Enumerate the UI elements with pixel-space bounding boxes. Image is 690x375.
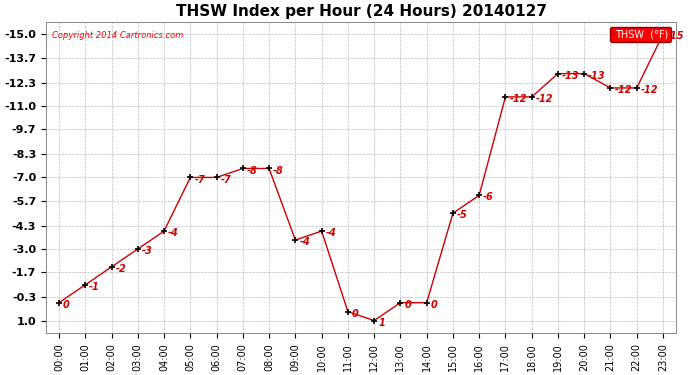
Text: -8: -8 — [273, 166, 284, 176]
Text: -7: -7 — [195, 175, 205, 184]
Text: -12: -12 — [509, 94, 527, 104]
Text: 0: 0 — [404, 300, 411, 310]
Text: 0: 0 — [63, 300, 70, 310]
Text: -12: -12 — [641, 85, 658, 95]
Text: -4: -4 — [168, 228, 179, 238]
Text: 0: 0 — [352, 309, 359, 319]
Text: -2: -2 — [115, 264, 126, 274]
Text: -7: -7 — [221, 175, 231, 184]
Text: -12: -12 — [535, 94, 553, 104]
Text: -6: -6 — [483, 192, 494, 202]
Text: -1: -1 — [89, 282, 100, 292]
Text: -4: -4 — [326, 228, 336, 238]
Text: -13: -13 — [562, 71, 580, 81]
Legend: THSW  (°F): THSW (°F) — [610, 27, 671, 42]
Text: 0: 0 — [431, 300, 437, 310]
Text: -5: -5 — [457, 210, 468, 220]
Text: 1: 1 — [378, 318, 385, 328]
Text: -4: -4 — [299, 237, 310, 247]
Text: -15: -15 — [667, 32, 684, 41]
Text: -13: -13 — [588, 71, 606, 81]
Title: THSW Index per Hour (24 Hours) 20140127: THSW Index per Hour (24 Hours) 20140127 — [175, 4, 546, 19]
Text: -3: -3 — [141, 246, 152, 256]
Text: Copyright 2014 Cartronics.com: Copyright 2014 Cartronics.com — [52, 31, 184, 40]
Text: -12: -12 — [614, 85, 632, 95]
Text: -8: -8 — [247, 166, 257, 176]
